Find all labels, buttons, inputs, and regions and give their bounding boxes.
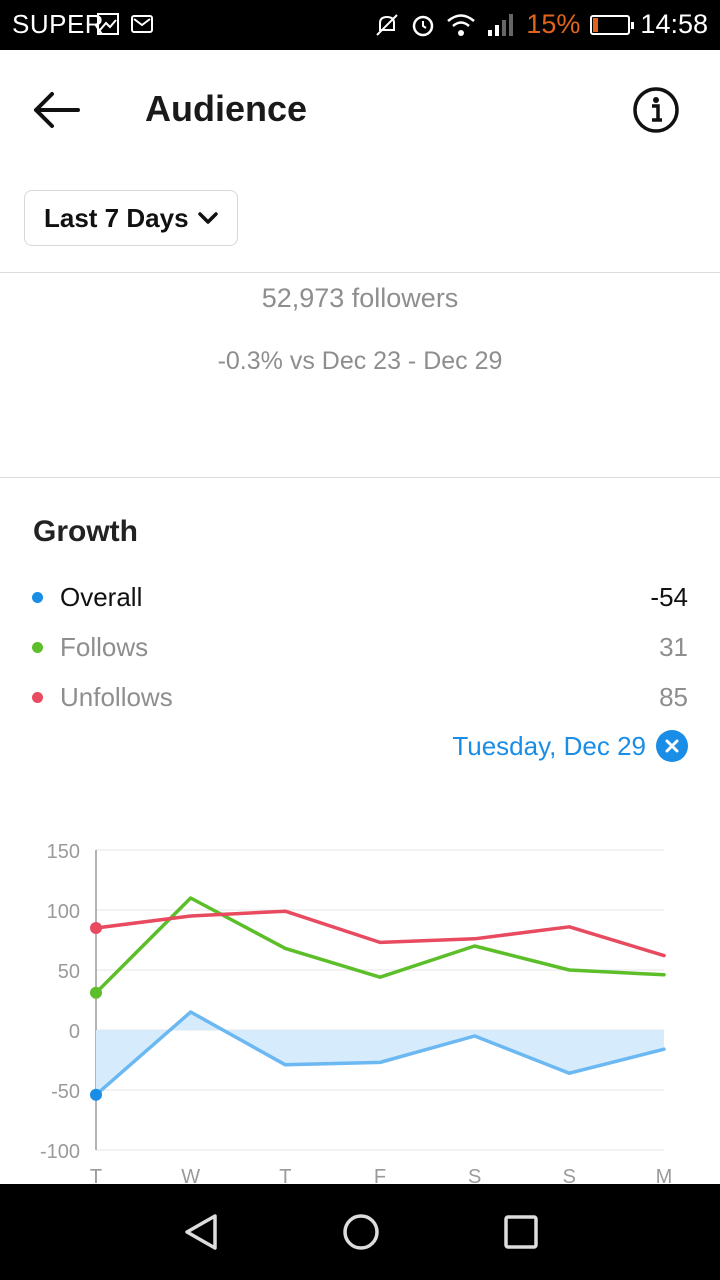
legend-value: 31 bbox=[659, 632, 688, 662]
info-icon bbox=[633, 87, 679, 133]
app-header: Audience bbox=[0, 50, 720, 170]
recents-square-icon bbox=[504, 1215, 538, 1249]
x-tick-label: F bbox=[374, 1166, 386, 1184]
unfollows-selected-point bbox=[90, 922, 102, 934]
legend-unfollows: Unfollows 85 bbox=[32, 678, 688, 718]
legend-value: -54 bbox=[650, 582, 688, 612]
alarm-icon bbox=[413, 15, 434, 36]
y-tick-label: -50 bbox=[51, 1081, 80, 1103]
clock: 14:58 bbox=[640, 9, 708, 39]
chevron-down-icon bbox=[197, 212, 218, 224]
overall-dot bbox=[32, 592, 43, 603]
divider bbox=[0, 477, 720, 478]
y-tick-label: 150 bbox=[47, 841, 80, 863]
legend-overall: Overall -54 bbox=[32, 578, 688, 618]
back-arrow-icon bbox=[34, 92, 80, 128]
followers-count: 52,973 followers bbox=[261, 283, 459, 313]
nav-back-button[interactable] bbox=[177, 1208, 225, 1256]
x-tick-label: M bbox=[656, 1166, 673, 1184]
date-range-label: Last 7 Days bbox=[44, 202, 189, 233]
selected-date: Tuesday, Dec 29 bbox=[452, 730, 646, 761]
legend-label: Overall bbox=[60, 582, 143, 612]
growth-chart-svg[interactable]: 150 100 50 0 -50 -100 T W T F S S M bbox=[0, 830, 720, 1184]
legend-label: Unfollows bbox=[60, 682, 173, 712]
x-tick-label: S bbox=[468, 1166, 481, 1184]
y-tick-label: -100 bbox=[40, 1141, 80, 1163]
back-button[interactable] bbox=[30, 88, 82, 132]
wifi-icon bbox=[447, 13, 476, 36]
x-tick-label: S bbox=[563, 1166, 576, 1184]
battery-icon bbox=[590, 14, 635, 35]
battery-percent: 15% bbox=[526, 9, 581, 39]
date-range-selector[interactable]: Last 7 Days bbox=[24, 190, 238, 246]
y-tick-label: 100 bbox=[47, 901, 80, 923]
growth-title: Growth bbox=[33, 515, 138, 548]
nav-recents-button[interactable] bbox=[497, 1208, 545, 1256]
follows-line bbox=[94, 896, 666, 995]
home-circle-icon bbox=[343, 1214, 379, 1250]
growth-chart[interactable]: 150 100 50 0 -50 -100 T W T F S S M bbox=[0, 830, 720, 1184]
legend-label: Follows bbox=[60, 632, 149, 662]
info-button[interactable] bbox=[632, 86, 680, 134]
nav-home-button[interactable] bbox=[337, 1208, 385, 1256]
unfollows-dot bbox=[32, 692, 43, 703]
x-tick-label: T bbox=[90, 1166, 102, 1184]
close-icon bbox=[665, 739, 679, 753]
back-triangle-icon bbox=[185, 1214, 217, 1250]
y-tick-label: 50 bbox=[58, 961, 80, 983]
mute-icon bbox=[376, 13, 399, 36]
selected-date-row: Tuesday, Dec 29 bbox=[452, 730, 688, 762]
legend-value: 85 bbox=[659, 682, 688, 712]
legend-follows: Follows 31 bbox=[32, 628, 688, 668]
followers-comparison: -0.3% vs Dec 23 - Dec 29 bbox=[217, 347, 503, 375]
follows-selected-point bbox=[90, 986, 102, 999]
x-tick-label: W bbox=[181, 1166, 200, 1184]
divider bbox=[0, 272, 720, 273]
signal-icon bbox=[488, 13, 514, 36]
gmail-icon bbox=[131, 15, 153, 33]
system-nav-bar bbox=[0, 1184, 720, 1280]
image-icon bbox=[97, 13, 119, 35]
overall-line bbox=[94, 1010, 666, 1097]
x-tick-label: T bbox=[279, 1166, 291, 1184]
status-bar: SUPER 15% 14: bbox=[0, 0, 720, 50]
page-title: Audience bbox=[145, 88, 308, 129]
follows-dot bbox=[32, 642, 43, 653]
overall-area bbox=[96, 1012, 664, 1095]
unfollows-line bbox=[94, 909, 666, 958]
carrier-name: SUPER bbox=[12, 9, 105, 39]
overall-selected-point bbox=[90, 1088, 102, 1101]
y-tick-label: 0 bbox=[69, 1021, 80, 1043]
clear-selection-button[interactable] bbox=[656, 730, 688, 762]
